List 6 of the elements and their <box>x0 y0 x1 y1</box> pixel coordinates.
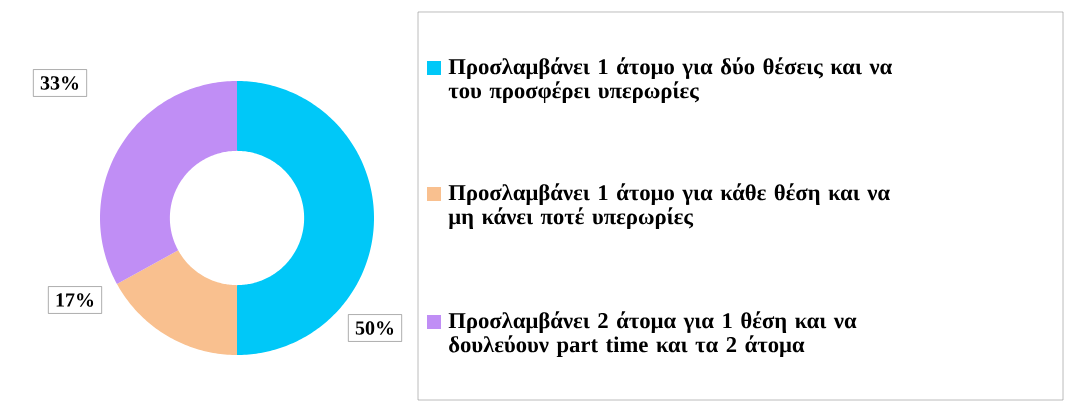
data-label: 50% <box>355 321 394 335</box>
legend-label: Προσλαμβάνει 2 άτομα για 1 θέση και να δουλεύουν part time και τα 2 άτομα <box>448 311 857 357</box>
legend-label: Προσλαμβάνει 1 άτομο για κάθε θέση και να μη κάνει ποτέ υπερωρίες <box>448 183 890 229</box>
data-label: 33% <box>40 76 79 90</box>
data-label: 17% <box>56 293 94 307</box>
legend-label: Προσλαμβάνει 1 άτομο για δύο θέσεις και να του προσφέρει υπερωρίες <box>448 57 892 103</box>
